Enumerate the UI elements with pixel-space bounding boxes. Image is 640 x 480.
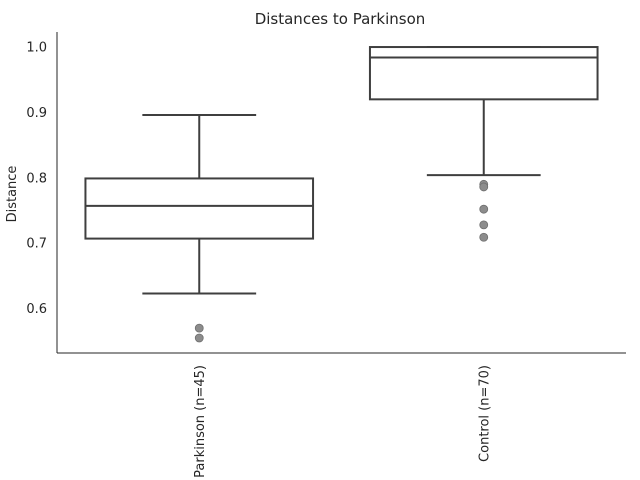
- y-tick-label: 1.0: [26, 41, 47, 56]
- y-tick-label: 0.7: [26, 237, 47, 252]
- x-tick-label: Parkinson (n=45): [193, 365, 208, 478]
- outlier-point: [479, 220, 489, 230]
- y-tick-label: 0.6: [26, 302, 47, 317]
- y-axis-label: Distance: [5, 166, 20, 223]
- plot-area: 0.6 0.7 0.8 0.9 1.0 Parkinson (n=45) Control (…: [26, 32, 626, 478]
- chart-title: Distances to Parkinson: [255, 10, 426, 28]
- outlier-point: [479, 182, 489, 192]
- outlier-point: [194, 333, 204, 343]
- outlier-point: [479, 204, 489, 214]
- x-tick-label: Control (n=70): [477, 365, 492, 462]
- outlier-point: [479, 232, 489, 242]
- iqr-box: [84, 177, 315, 240]
- y-tick-label: 0.9: [26, 106, 47, 121]
- iqr-box: [368, 46, 599, 101]
- outlier-point: [194, 323, 204, 333]
- y-tick-label: 0.8: [26, 171, 47, 186]
